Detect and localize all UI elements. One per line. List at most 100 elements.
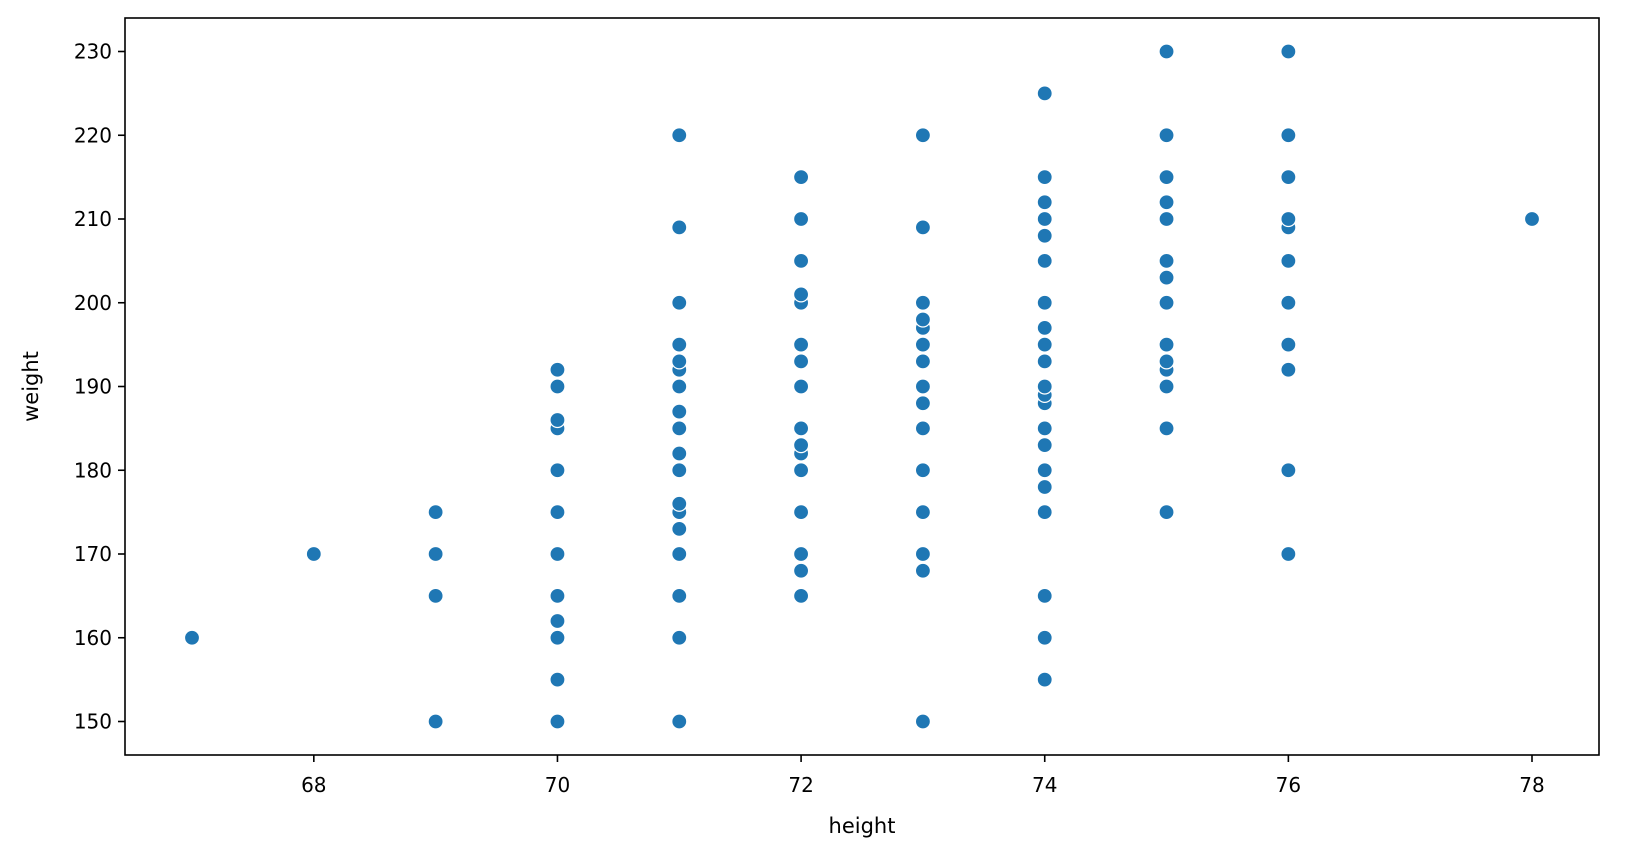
scatter-point [1280,43,1297,60]
scatter-point [549,361,566,378]
scatter-point [914,562,932,579]
scatter-point [792,462,810,479]
scatter-point [671,294,688,311]
scatter-point [1158,194,1175,211]
scatter-point [671,219,688,236]
scatter-point [792,353,810,370]
scatter-point [1036,85,1053,102]
x-tick-label: 70 [545,773,570,797]
scatter-point [671,545,688,563]
x-axis-label: height [829,814,896,838]
scatter-point [1158,169,1175,186]
scatter-point [792,252,810,269]
y-tick-label: 180 [74,458,112,482]
scatter-point [792,545,810,563]
scatter-point [914,420,932,437]
scatter-point [792,420,810,437]
scatter-point [914,127,932,144]
scatter-point [1036,353,1053,370]
x-axis: 68 70 72 74 76 78 [301,755,1545,797]
scatter-point [1036,629,1053,646]
scatter-point [671,445,688,462]
scatter-point [183,629,201,646]
scatter-point [914,713,932,730]
scatter-point [1158,252,1175,269]
scatter-point [914,353,932,370]
scatter-point [549,545,566,563]
scatter-point [1036,227,1053,244]
scatter-point [671,462,688,479]
y-tick-label: 190 [74,375,112,399]
scatter-point [549,411,566,429]
scatter-point [1036,420,1053,437]
scatter-point [1280,127,1297,144]
scatter-point [427,504,444,521]
scatter-point [1036,671,1053,688]
scatter-point [1158,210,1175,228]
y-tick-label: 200 [74,291,112,315]
scatter-point [549,671,566,688]
x-tick-label: 76 [1276,773,1301,797]
scatter-point [671,127,688,144]
scatter-point [549,462,566,479]
scatter-point [671,495,688,512]
x-tick-label: 68 [301,773,326,797]
scatter-point [792,587,810,604]
scatter-point [914,504,932,521]
scatter-point [1158,353,1175,370]
scatter-point [1158,269,1175,286]
scatter-point [1036,169,1053,186]
scatter-point [1280,252,1297,269]
scatter-point [914,336,932,353]
scatter-point [1036,437,1053,454]
scatter-point [1036,194,1053,211]
y-tick-label: 210 [74,207,112,231]
scatter-point [1036,504,1053,521]
scatter-point [914,462,932,479]
scatter-point [549,378,566,395]
scatter-point [1158,294,1175,311]
scatter-point [1280,361,1297,378]
scatter-point [671,520,688,537]
scatter-point [549,629,566,646]
scatter-point [1280,545,1297,563]
y-axis: 150 160 170 180 190 200 210 220 230 [74,40,125,734]
scatter-point [1280,210,1297,228]
scatter-point [914,219,932,236]
scatter-point [549,713,566,730]
x-tick-label: 72 [788,773,813,797]
y-tick-label: 230 [74,40,112,64]
scatter-point [1158,420,1175,437]
scatter-point [914,311,932,328]
scatter-point [1280,336,1297,353]
x-tick-label: 74 [1032,773,1057,797]
scatter-point [671,587,688,604]
scatter-point [1523,210,1541,228]
scatter-point [792,336,810,353]
scatter-point [427,587,444,604]
scatter-point [671,378,688,395]
scatter-point [1280,294,1297,311]
scatter-point [549,612,566,630]
scatter-point [1036,210,1053,228]
scatter-point [792,437,810,454]
scatter-point [1036,336,1053,353]
scatter-point [792,169,810,186]
scatter-point [1158,127,1175,144]
x-tick-label: 78 [1519,773,1544,797]
scatter-point [1158,43,1175,60]
scatter-point [914,294,932,311]
scatter-point [305,545,322,563]
scatter-point [1036,587,1053,604]
y-tick-label: 220 [74,123,112,147]
y-axis-label: weight [19,351,43,422]
scatter-point [427,713,444,730]
points-layer [183,43,1541,730]
scatter-point [671,336,688,353]
scatter-point [792,562,810,579]
scatter-point [671,713,688,730]
scatter-point [1036,319,1053,336]
scatter-point [671,629,688,646]
